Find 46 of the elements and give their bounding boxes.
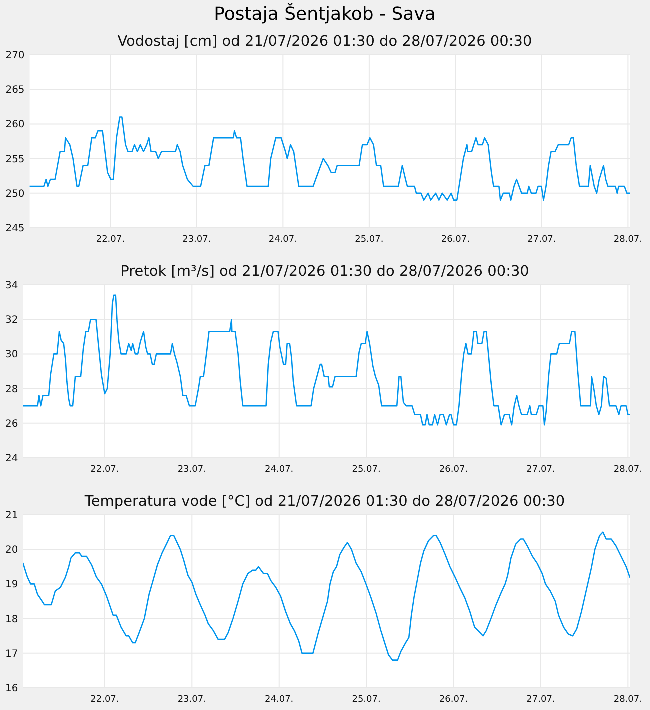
- x-tick-label: 25.07.: [355, 235, 384, 245]
- x-tick-label: 28.07.: [614, 235, 643, 245]
- y-tick-label: 260: [6, 120, 25, 131]
- x-tick-label: 24.07.: [265, 465, 294, 475]
- x-tick-label: 26.07.: [439, 465, 468, 475]
- y-tick-label: 265: [6, 85, 25, 96]
- y-tick-label: 270: [6, 50, 25, 62]
- x-tick-label: 23.07.: [178, 465, 206, 475]
- y-tick-label: 30: [5, 350, 18, 361]
- y-tick-label: 28: [5, 384, 18, 396]
- x-tick-label: 22.07.: [90, 465, 120, 475]
- x-tick-label: 23.07.: [178, 695, 206, 705]
- x-tick-label: 25.07.: [352, 695, 381, 705]
- y-tick-label: 17: [5, 648, 18, 660]
- x-tick-label: 25.07.: [352, 465, 381, 475]
- x-tick-label: 27.07.: [526, 465, 556, 475]
- line-series: [30, 116, 630, 201]
- y-tick-label: 250: [6, 188, 25, 200]
- y-tick-label: 19: [5, 580, 18, 591]
- x-tick-label: 24.07.: [265, 695, 294, 705]
- chart-title: Postaja Šentjakob - Sava: [214, 3, 436, 25]
- y-tick-label: 34: [5, 280, 18, 292]
- x-tick-label: 28.07.: [614, 465, 643, 475]
- x-tick-label: 24.07.: [268, 235, 298, 245]
- chart-title: Temperatura vode [°C] od 21/07/2026 01:30 do 28/07/2026 00:30: [84, 494, 566, 510]
- x-tick-label: 27.07.: [526, 695, 556, 705]
- y-tick-label: 245: [6, 224, 25, 234]
- y-tick-label: 26: [5, 418, 18, 430]
- line-series: [23, 294, 630, 426]
- x-tick-label: 28.07.: [614, 695, 643, 705]
- y-tick-label: 255: [6, 154, 25, 166]
- y-tick-label: 20: [5, 545, 18, 556]
- y-tick-label: 21: [5, 510, 18, 522]
- line-series: [23, 532, 630, 661]
- x-tick-label: 26.07.: [441, 235, 470, 245]
- y-tick-label: 32: [5, 315, 18, 326]
- x-tick-label: 27.07.: [528, 235, 556, 245]
- chart-title: Pretok [m³/s] od 21/07/2026 01:30 do 28/07/2026 00:30: [120, 264, 530, 280]
- y-tick-label: 24: [5, 454, 18, 464]
- x-tick-label: 22.07.: [90, 695, 120, 705]
- y-tick-label: 18: [5, 614, 18, 626]
- x-tick-label: 26.07.: [439, 695, 468, 705]
- chart-subtitle: Vodostaj [cm] od 21/07/2026 01:30 do 28/07/2026 00:30: [118, 34, 532, 50]
- x-tick-label: 23.07.: [182, 235, 212, 245]
- y-tick-label: 16: [5, 684, 18, 694]
- x-tick-label: 22.07.: [96, 235, 125, 245]
